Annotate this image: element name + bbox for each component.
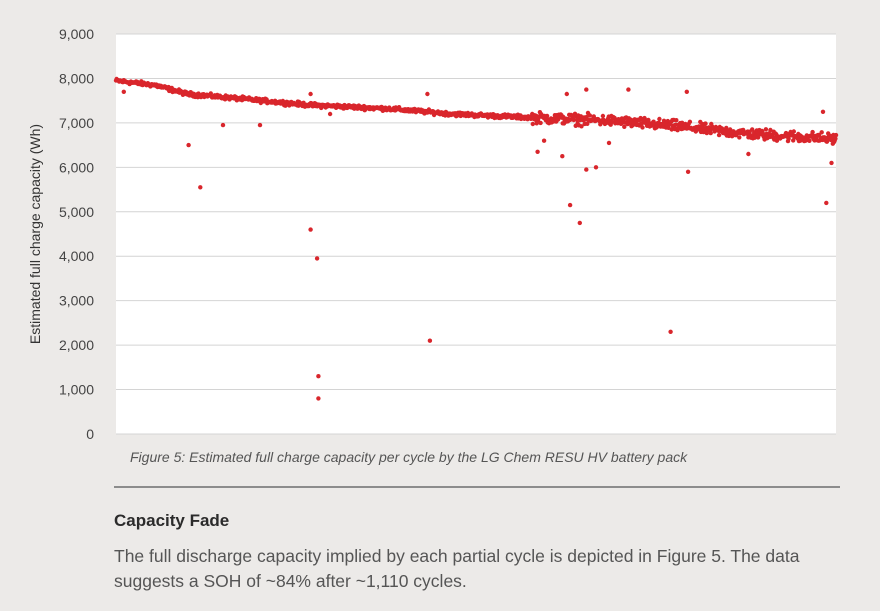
data-point (534, 121, 539, 126)
data-point (535, 149, 540, 154)
data-points (113, 76, 839, 401)
data-point (668, 329, 673, 334)
y-tick-label: 4,000 (59, 248, 94, 264)
data-point (674, 118, 679, 123)
data-point (577, 220, 582, 226)
data-point (824, 139, 830, 144)
data-point (606, 140, 612, 146)
data-point (786, 136, 791, 141)
data-point (427, 338, 433, 343)
data-point (669, 127, 674, 132)
y-tick-label: 0 (86, 426, 94, 442)
data-point (687, 119, 693, 125)
section-body: The full discharge capacity implied by e… (114, 546, 800, 591)
data-point (685, 169, 691, 174)
y-axis-title: Estimated full charge capacity (Wh) (27, 124, 43, 344)
data-point (798, 138, 803, 143)
data-point (657, 116, 662, 122)
data-point (791, 129, 796, 134)
data-point (824, 200, 829, 206)
y-tick-label: 3,000 (59, 293, 94, 309)
data-point (746, 151, 751, 157)
data-point (308, 91, 313, 97)
data-point (807, 138, 812, 143)
data-point (316, 374, 321, 379)
section-heading: Capacity Fade (114, 511, 230, 530)
data-point (564, 91, 569, 97)
data-point (314, 256, 320, 261)
data-point (600, 113, 606, 119)
data-point (684, 89, 689, 95)
y-tick-label: 9,000 (59, 26, 94, 42)
data-point (541, 138, 547, 143)
data-point (584, 87, 589, 92)
y-tick-label: 1,000 (59, 382, 94, 398)
data-point (587, 113, 593, 118)
y-tick-label: 7,000 (59, 115, 94, 131)
data-point (560, 154, 565, 159)
y-tick-label: 6,000 (59, 159, 94, 175)
plot-area (116, 34, 836, 434)
data-point (571, 117, 576, 123)
figure-caption: Figure 5: Estimated full charge capacity… (130, 449, 688, 465)
y-tick-label: 2,000 (59, 337, 94, 353)
section-divider (114, 486, 840, 488)
data-point (579, 124, 584, 129)
data-point (819, 130, 824, 135)
data-point (425, 91, 430, 97)
data-point (820, 109, 826, 115)
y-tick-labels: 0 1,000 2,000 3,000 4,000 5,000 6,000 7,000 8,00… (59, 26, 94, 442)
data-point (833, 136, 838, 141)
data-point (829, 160, 834, 166)
data-point (716, 132, 722, 138)
data-point (763, 127, 769, 132)
data-point (810, 129, 815, 135)
data-point (584, 167, 589, 172)
data-point (186, 142, 191, 148)
scatter-chart: 0 1,000 2,000 3,000 4,000 5,000 6,000 7,000 8,00… (27, 26, 839, 442)
data-point (724, 125, 729, 131)
data-point (768, 127, 773, 133)
data-point (737, 135, 742, 140)
data-point (544, 113, 550, 119)
data-point (316, 396, 321, 401)
data-point (640, 125, 645, 130)
data-point (220, 122, 226, 128)
data-point (708, 130, 713, 136)
data-point (567, 202, 573, 208)
data-point (538, 120, 543, 126)
data-point (530, 121, 535, 127)
data-point (327, 111, 333, 117)
data-point (308, 227, 313, 232)
data-point (833, 132, 839, 138)
y-tick-label: 8,000 (59, 70, 94, 86)
data-point (626, 87, 631, 92)
data-point (198, 185, 203, 190)
data-point (121, 89, 127, 95)
data-point (700, 124, 706, 130)
data-point (593, 165, 599, 170)
data-point (622, 124, 627, 129)
data-point (704, 130, 709, 136)
data-point (257, 122, 263, 128)
data-point (728, 127, 733, 132)
data-point (585, 121, 590, 127)
y-tick-label: 5,000 (59, 204, 94, 220)
data-point (703, 121, 708, 126)
gridlines (116, 33, 836, 435)
